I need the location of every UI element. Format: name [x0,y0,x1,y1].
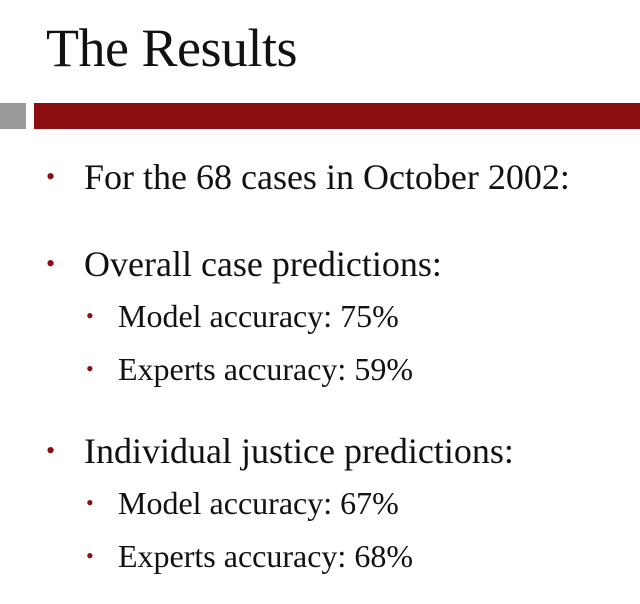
sub-bullet-text: Experts accuracy: 59% [118,351,413,387]
sub-bullet-dot-icon: • [86,490,94,515]
title-accent-square [0,103,26,129]
sub-bullet-text: Model accuracy: 75% [118,298,399,334]
bullet-item-cases: • For the 68 cases in October 2002: [46,155,570,199]
sub-bullet-experts-accuracy-justice: • Experts accuracy: 68% [86,536,413,576]
sub-bullet-model-accuracy-justice: • Model accuracy: 67% [86,483,399,523]
title-accent-bar [34,103,640,129]
sub-bullet-dot-icon: • [86,303,94,328]
sub-bullet-text: Model accuracy: 67% [118,485,399,521]
slide-title: The Results [46,18,297,78]
bullet-item-overall-case-predictions: • Overall case predictions: [46,242,442,286]
bullet-dot-icon: • [46,249,56,278]
sub-bullet-model-accuracy-overall: • Model accuracy: 75% [86,296,399,336]
sub-bullet-dot-icon: • [86,356,94,381]
bullet-text: For the 68 cases in October 2002: [84,157,570,197]
bullet-dot-icon: • [46,162,56,191]
sub-bullet-dot-icon: • [86,543,94,568]
sub-bullet-experts-accuracy-overall: • Experts accuracy: 59% [86,349,413,389]
bullet-dot-icon: • [46,436,56,465]
bullet-item-individual-justice-predictions: • Individual justice predictions: [46,429,514,473]
bullet-text: Individual justice predictions: [84,431,514,471]
bullet-text: Overall case predictions: [84,244,442,284]
sub-bullet-text: Experts accuracy: 68% [118,538,413,574]
